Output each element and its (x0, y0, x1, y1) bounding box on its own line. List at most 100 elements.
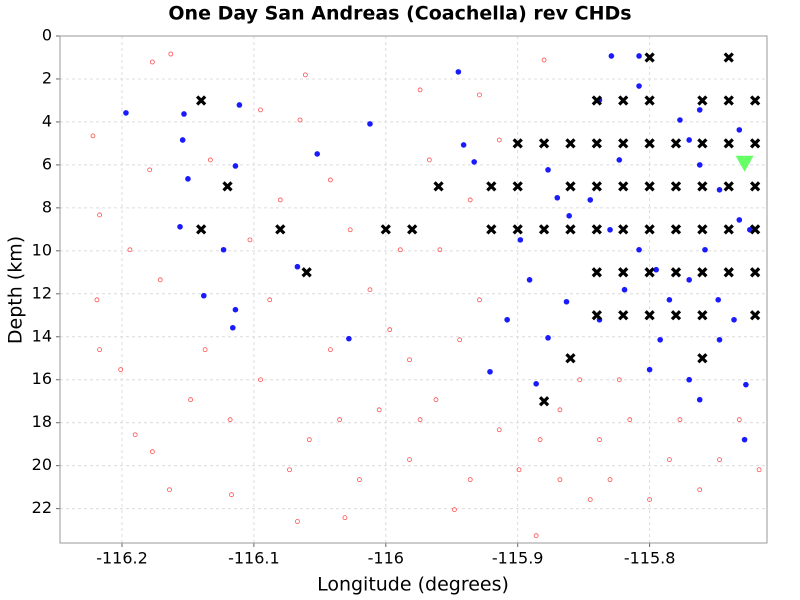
point (467, 197, 473, 203)
point (749, 224, 761, 235)
point (407, 224, 418, 235)
point (644, 310, 655, 321)
point (670, 224, 682, 235)
point (618, 310, 629, 321)
point (591, 181, 602, 192)
point (537, 437, 543, 443)
point (644, 95, 655, 106)
point (538, 396, 550, 407)
point (496, 427, 502, 433)
point (196, 224, 207, 235)
point (607, 477, 613, 483)
point (149, 59, 155, 65)
point (686, 137, 692, 143)
point (697, 181, 708, 192)
point (566, 213, 572, 219)
point (301, 267, 312, 278)
y-tick-label: 20 (32, 455, 52, 474)
y-tick-label: 8 (42, 197, 52, 216)
point (460, 142, 467, 148)
point (636, 53, 642, 59)
point (222, 181, 233, 192)
point (621, 286, 628, 293)
point (387, 327, 393, 333)
point (181, 111, 187, 117)
point (697, 224, 708, 235)
point (451, 507, 457, 513)
point (232, 306, 239, 313)
point (743, 381, 749, 388)
point (229, 324, 236, 331)
point (697, 95, 708, 106)
y-tick-label: 12 (32, 283, 52, 302)
point (196, 95, 207, 106)
point (516, 467, 522, 473)
point (565, 181, 576, 192)
y-tick-label: 2 (42, 68, 52, 87)
point (736, 417, 742, 423)
point (367, 287, 373, 293)
point (697, 310, 708, 321)
point (97, 212, 102, 218)
point (716, 187, 723, 193)
point (337, 417, 343, 423)
point (723, 267, 734, 278)
point (407, 357, 412, 363)
point (258, 377, 263, 383)
point (696, 107, 703, 113)
point (723, 181, 734, 192)
point (147, 167, 153, 173)
point (723, 52, 734, 63)
point (538, 224, 550, 235)
point (168, 51, 174, 57)
point (591, 95, 602, 106)
point (433, 181, 444, 192)
point (94, 297, 100, 303)
point (346, 335, 352, 342)
point (132, 432, 138, 438)
x-axis-label: Longitude (degrees) (317, 574, 509, 596)
point (587, 497, 593, 503)
y-tick-label: 4 (42, 111, 52, 130)
point (287, 467, 292, 473)
point (636, 246, 642, 253)
point (749, 95, 761, 106)
point (696, 162, 703, 168)
point (188, 397, 193, 403)
point (118, 367, 124, 373)
point (236, 102, 243, 108)
point (644, 138, 655, 149)
point (565, 353, 576, 364)
point (533, 533, 539, 539)
point (591, 310, 602, 321)
point (591, 138, 602, 149)
point (457, 337, 463, 343)
point (618, 95, 629, 106)
point (487, 368, 493, 375)
point (397, 247, 403, 253)
point (455, 69, 462, 75)
point (306, 437, 312, 443)
plot-frame (59, 35, 768, 544)
point (644, 267, 655, 278)
point (417, 417, 423, 423)
marks (90, 51, 762, 539)
point (731, 316, 737, 323)
point (229, 492, 234, 498)
point (179, 137, 186, 143)
point (220, 246, 227, 253)
point (426, 157, 432, 163)
point (267, 297, 273, 303)
point (666, 457, 672, 463)
point (627, 417, 633, 423)
point (597, 437, 602, 443)
point (275, 224, 286, 235)
point (557, 477, 563, 483)
point (644, 181, 655, 192)
point (123, 110, 129, 116)
point (380, 224, 391, 235)
point (554, 194, 561, 201)
point (314, 151, 321, 157)
point (670, 181, 682, 192)
